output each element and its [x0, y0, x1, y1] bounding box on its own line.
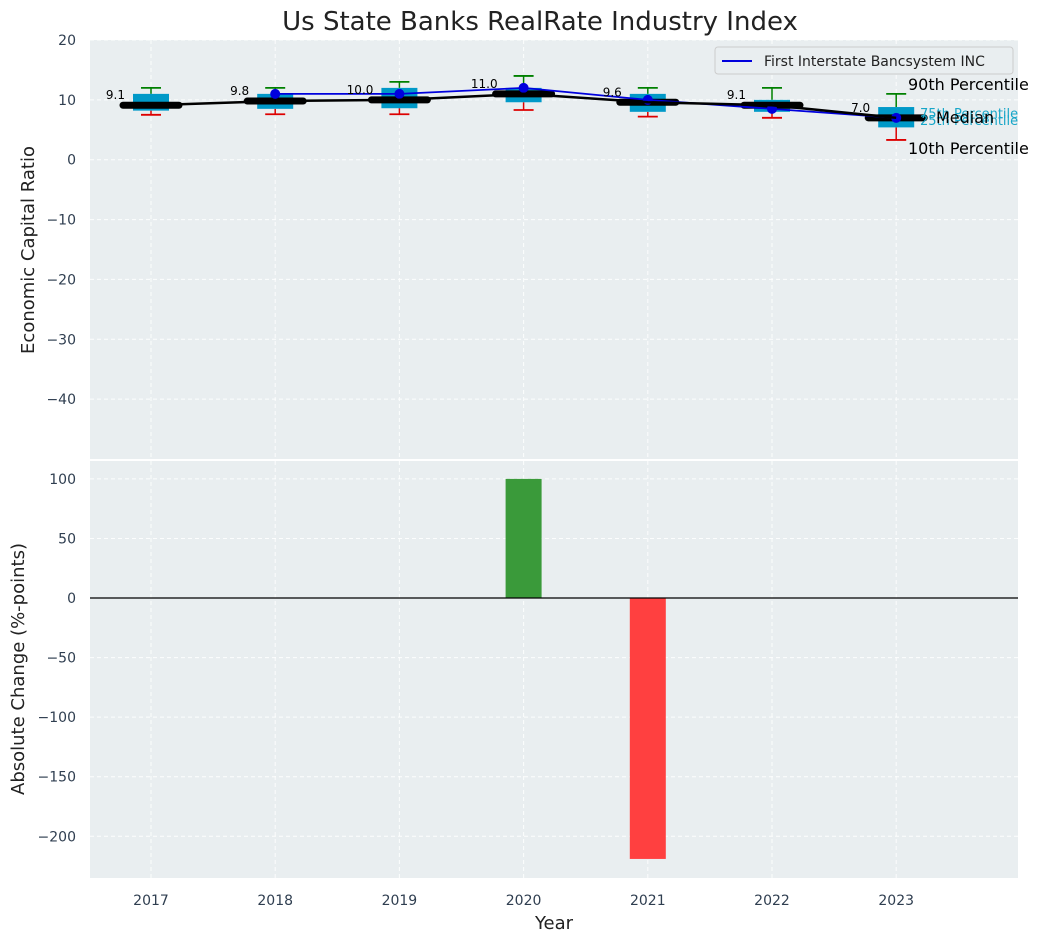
x-tick-label: 2018	[257, 893, 293, 909]
series-line	[275, 86, 897, 119]
legend-entry: First Interstate Bancsystem INC	[764, 54, 985, 70]
bottom-y-tick-labels: 100 50 0 −50 −100 −150 −200	[38, 472, 76, 845]
top-y-tick-labels: 20 10 0 −10 −20 −30 −40	[46, 33, 76, 408]
p75-annotation: 75th Percentile	[920, 107, 1018, 122]
change-bar-2021	[629, 598, 666, 859]
median-value-label: 9.8	[230, 84, 249, 98]
p90-annotation: 90th Percentile	[908, 75, 1029, 94]
median-series	[150, 92, 897, 120]
series-point	[394, 88, 405, 99]
change-bar-2020	[505, 478, 542, 599]
top-y-axis-label: Economic Capital Ratio	[18, 146, 39, 354]
bottom-y-tick-label: 0	[67, 591, 76, 607]
bottom-y-tick-label: 100	[49, 472, 76, 488]
median-annotation: Median	[936, 108, 994, 127]
top-y-tick-label: −30	[46, 332, 76, 348]
x-tick-labels: 2017 2018 2019 2020 2021 2022 2023	[133, 893, 914, 909]
legend: First Interstate Bancsystem INC	[714, 46, 1014, 75]
bottom-y-tick-label: −50	[46, 651, 76, 667]
x-tick-label: 2023	[878, 893, 914, 909]
series-point	[270, 88, 281, 99]
median-value-label: 10.0	[347, 83, 374, 97]
top-y-tick-label: 0	[67, 153, 76, 169]
bottom-y-tick-label: −200	[38, 829, 76, 845]
x-tick-label: 2022	[754, 893, 790, 909]
p10-annotation: 10th Percentile	[908, 139, 1029, 158]
legend-box	[714, 46, 1014, 75]
top-y-tick-label: −10	[46, 213, 76, 229]
bottom-y-tick-label: −100	[38, 710, 76, 726]
median-value-labels: 9.1 9.8 10.0 11.0 9.6 9.1 7.0	[106, 77, 870, 115]
top-y-tick-label: 10	[58, 93, 76, 109]
chart-title: Us State Banks RealRate Industry Index	[282, 7, 798, 37]
series-point	[518, 82, 529, 93]
x-tick-label: 2021	[630, 893, 666, 909]
median-value-label: 11.0	[471, 77, 498, 91]
top-plot-area	[90, 40, 1018, 459]
median-value-label: 9.6	[603, 85, 622, 99]
bottom-y-axis-label: Absolute Change (%-points)	[8, 543, 29, 795]
x-axis-label: Year	[534, 913, 574, 934]
top-y-tick-label: 20	[58, 33, 76, 49]
p25-annotation: 25th Percentile	[920, 114, 1018, 129]
median-line	[150, 92, 897, 120]
bottom-y-tick-label: 50	[58, 531, 76, 547]
x-tick-label: 2019	[382, 893, 418, 909]
bottom-y-tick-label: −150	[38, 770, 76, 786]
top-y-tick-label: −20	[46, 272, 76, 288]
median-value-label: 9.1	[727, 88, 746, 102]
company-series	[270, 82, 902, 123]
median-value-label: 7.0	[851, 101, 870, 115]
x-tick-label: 2017	[133, 893, 169, 909]
bottom-plot-area	[90, 461, 1018, 878]
top-y-tick-label: −40	[46, 392, 76, 408]
x-tick-label: 2020	[506, 893, 542, 909]
change-bars	[505, 478, 666, 859]
median-value-label: 9.1	[106, 88, 125, 102]
